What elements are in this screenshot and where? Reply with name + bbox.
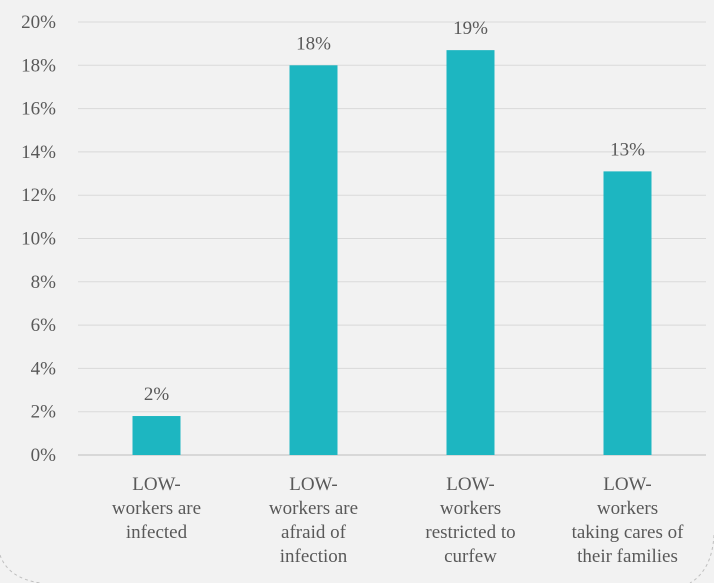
data-labels: 2% 18% 19% 13% <box>144 18 645 405</box>
data-label: 13% <box>610 139 645 160</box>
category-label: LOW-workers taking cares of their families <box>572 474 685 567</box>
y-tick-label: 4% <box>31 358 57 379</box>
y-tick-label: 10% <box>21 229 56 250</box>
y-tick-label: 2% <box>31 402 57 423</box>
y-tick-label: 20% <box>21 12 56 33</box>
y-tick-label: 0% <box>31 445 57 466</box>
y-axis-ticks: 0% 2% 4% 6% 8% 10% 12% 14% 16% 18% 20% <box>21 12 56 466</box>
bar <box>289 65 338 456</box>
data-label: 19% <box>453 18 488 39</box>
category-label: LOW-workers are afraid of infection <box>269 474 358 567</box>
y-tick-label: 8% <box>31 272 57 293</box>
y-tick-label: 18% <box>21 55 56 76</box>
y-tick-label: 16% <box>21 99 56 120</box>
y-tick-label: 6% <box>31 315 57 336</box>
category-label: LOW-workers restricted to curfew <box>425 474 515 567</box>
corner-decoration <box>689 534 714 583</box>
bar <box>446 50 495 456</box>
data-label: 18% <box>296 33 331 54</box>
bar <box>603 171 652 455</box>
gridlines <box>78 21 706 456</box>
x-axis-labels: LOW-workers are infected LOW-workers are af… <box>112 474 684 567</box>
bars <box>132 50 652 456</box>
data-label: 2% <box>144 384 170 405</box>
category-label: LOW-workers are infected <box>112 474 201 543</box>
y-tick-label: 14% <box>21 142 56 163</box>
y-tick-label: 12% <box>21 185 56 206</box>
bar <box>132 416 181 455</box>
